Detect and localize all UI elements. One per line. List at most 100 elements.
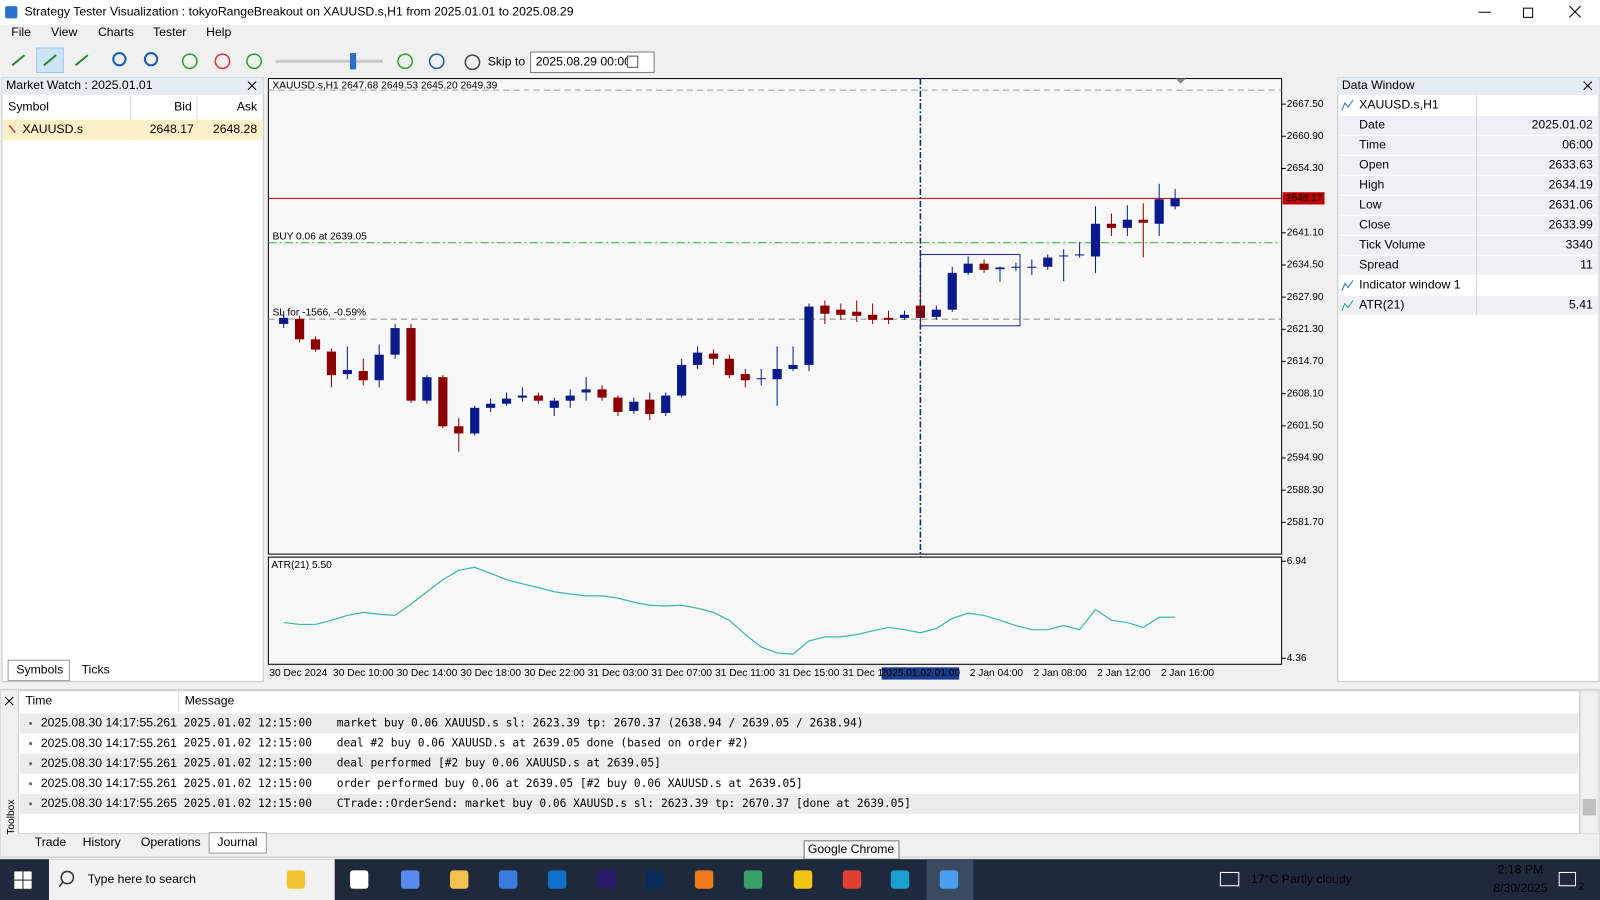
data-row	[1338, 115, 1598, 136]
playback-button[interactable]	[214, 53, 231, 70]
zoom-button[interactable]	[143, 52, 159, 67]
journal-row[interactable]	[19, 753, 1579, 774]
menu-item[interactable]: Charts	[98, 25, 134, 39]
data-label: Spread	[1359, 258, 1399, 272]
playback-button[interactable]	[181, 53, 198, 70]
start-button[interactable]	[23, 880, 32, 889]
x-tick-label: 31 Dec 19:00	[842, 668, 903, 679]
data-value: 2633.99	[1549, 218, 1593, 232]
taskbar-app[interactable]	[645, 870, 665, 889]
playback-button[interactable]	[246, 53, 262, 70]
candle-body	[565, 395, 575, 401]
playback-button[interactable]	[397, 53, 414, 70]
search-placeholder: Type here to search	[88, 872, 196, 886]
taskbar-app[interactable]	[450, 870, 469, 889]
speed-slider-thumb[interactable]	[350, 53, 357, 70]
log-time: 2025.08.30 14:17:55.261	[41, 716, 177, 730]
market-watch-header	[2, 77, 264, 95]
y-tick-label: 2588.30	[1287, 485, 1324, 496]
journal-row[interactable]	[19, 713, 1579, 734]
playback-button[interactable]	[428, 53, 445, 70]
start-button[interactable]	[23, 871, 32, 880]
taskbar-app[interactable]	[498, 870, 518, 889]
menu-item[interactable]: Help	[206, 25, 231, 39]
tab[interactable]: Ticks	[82, 663, 110, 677]
data-window-title: Data Window	[1342, 78, 1415, 92]
candle-body	[947, 272, 957, 310]
journal-row[interactable]	[19, 733, 1579, 754]
data-row	[1338, 215, 1598, 236]
weather[interactable]: 17°C Partly cloudy	[1251, 872, 1353, 886]
menu-item[interactable]: View	[51, 25, 77, 39]
notification-icon[interactable]	[1558, 871, 1577, 887]
bid-price: 2648.17	[150, 122, 194, 136]
start-button[interactable]	[14, 880, 23, 889]
journal-row[interactable]	[19, 773, 1579, 794]
column-header[interactable]: Message	[185, 693, 235, 707]
taskbar-app[interactable]	[890, 870, 910, 889]
y-tick-label: 2621.30	[1287, 324, 1324, 335]
toolbar-icon[interactable]	[74, 54, 89, 67]
taskbar-app[interactable]	[596, 870, 616, 889]
candle-body	[692, 352, 703, 365]
tab[interactable]: Operations	[141, 835, 201, 849]
clock-date[interactable]: 8/30/2025	[1493, 881, 1548, 895]
tab[interactable]: Journal	[217, 835, 257, 849]
taskbar-app[interactable]	[350, 870, 369, 889]
candle-body	[804, 306, 814, 365]
restore-button[interactable]	[1522, 7, 1534, 18]
taskbar-app[interactable]	[286, 870, 306, 889]
menu-item[interactable]: File	[11, 25, 31, 39]
tab[interactable]: Trade	[35, 835, 67, 849]
tab[interactable]: Symbols	[16, 663, 63, 677]
data-label: Date	[1359, 118, 1385, 132]
taskbar-app[interactable]	[547, 870, 567, 889]
taskbar-app[interactable]	[694, 870, 714, 889]
taskbar-app[interactable]	[939, 870, 959, 889]
toolbar-icon[interactable]	[43, 54, 57, 67]
candle-body	[852, 311, 862, 316]
tab[interactable]: History	[83, 835, 122, 849]
data-label: Open	[1359, 158, 1389, 172]
close-button[interactable]	[1569, 5, 1581, 18]
taskbar-app[interactable]	[793, 870, 813, 889]
candle-body	[836, 309, 846, 315]
panel-close[interactable]	[1583, 81, 1593, 91]
y-tick-label: 2660.90	[1287, 131, 1324, 142]
toolbar-icon[interactable]	[11, 54, 26, 67]
scrollbar-thumb[interactable]	[1582, 798, 1596, 816]
column-header[interactable]: Time	[26, 693, 53, 707]
tab-active[interactable]	[208, 832, 267, 854]
data-window-header	[1337, 77, 1599, 95]
tab-active[interactable]	[7, 659, 70, 682]
toolbox-close[interactable]	[4, 696, 14, 706]
taskbar-app[interactable]	[401, 870, 420, 889]
candle-body	[438, 377, 448, 427]
panel-close[interactable]	[247, 81, 257, 91]
title-bar	[0, 0, 1600, 25]
column-header[interactable]: Symbol	[8, 99, 49, 113]
search-icon	[60, 870, 75, 885]
taskbar-app[interactable]	[743, 870, 763, 889]
menu-item[interactable]: Tester	[153, 25, 186, 39]
log-time: 2025.08.30 14:17:55.265	[41, 796, 177, 810]
skip-to-label[interactable]: Skip to	[488, 54, 526, 68]
column-header[interactable]: Ask	[237, 99, 258, 113]
column-header[interactable]: Bid	[174, 99, 192, 113]
zoom-button[interactable]	[112, 52, 127, 67]
data-value: 2631.06	[1549, 198, 1593, 212]
candle-body	[740, 374, 750, 381]
indicator-line	[283, 566, 1176, 655]
symbol-row[interactable]	[3, 119, 263, 140]
candle-body	[342, 370, 352, 375]
log-date: 2025.01.02 12:15:00	[184, 716, 313, 729]
shift-marker	[1175, 78, 1186, 84]
log-message: CTrade::OrderSend: market buy 0.06 XAUUS…	[337, 797, 911, 810]
log-message: order performed buy 0.06 at 2639.05 [#2 …	[337, 777, 803, 790]
taskbar-app[interactable]	[842, 870, 862, 889]
clock-time[interactable]: 2:18 PM	[1498, 863, 1544, 877]
journal-row[interactable]	[19, 793, 1579, 814]
start-button[interactable]	[14, 871, 23, 880]
indicator-icon	[1341, 300, 1354, 311]
date-box[interactable]	[530, 51, 655, 73]
